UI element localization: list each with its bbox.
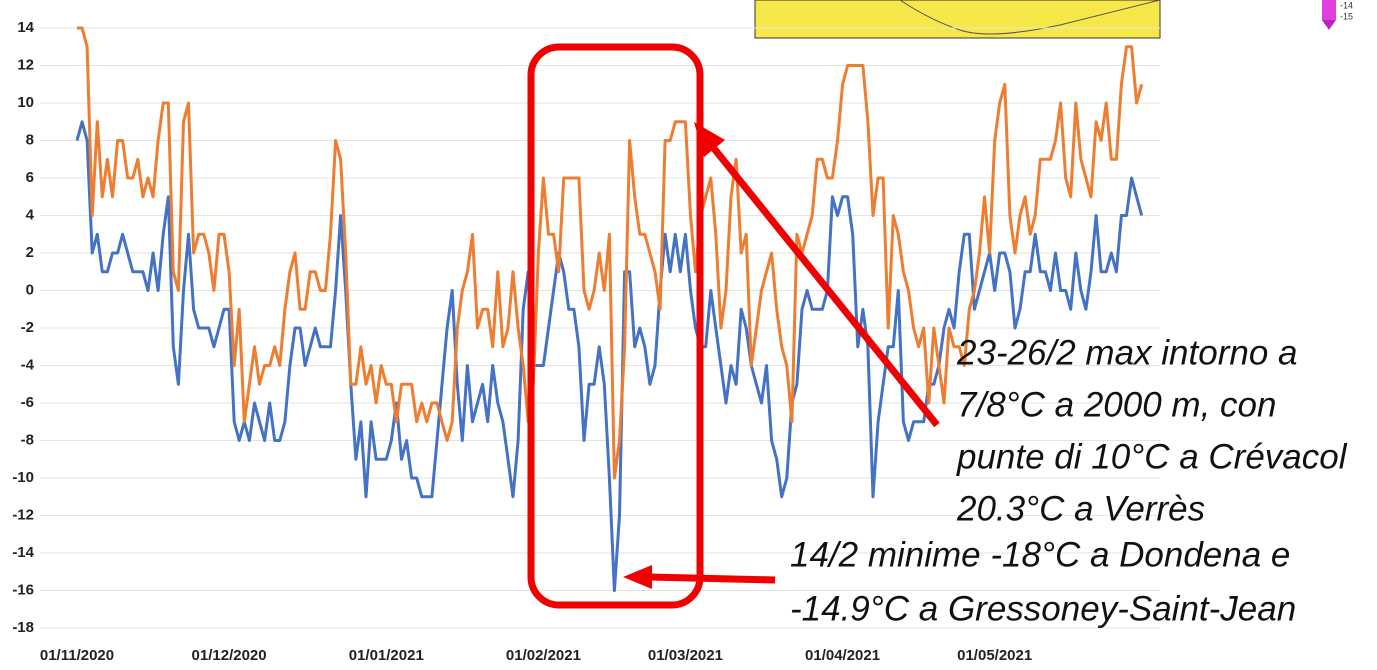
arrow-head xyxy=(694,122,725,157)
y-tick-label: 6 xyxy=(26,169,34,186)
annotation: 20.3°C a Verrès xyxy=(956,489,1205,528)
x-tick-label: 01/12/2020 xyxy=(192,647,267,664)
y-tick-label: 4 xyxy=(26,206,35,223)
map-inset xyxy=(754,0,1161,39)
y-tick-label: 12 xyxy=(17,56,34,73)
plot-area: -18 -16 -14 -12 -10 -8 -6 -4 -2 0 2 4 6 8 10 12 14 01/11/… xyxy=(12,19,1160,664)
annotation: 7/8°C a 2000 m, con xyxy=(957,385,1276,424)
y-tick-label: -10 xyxy=(12,469,34,486)
y-tick-label: -14 xyxy=(12,544,34,561)
x-tick-label: 01/02/2021 xyxy=(506,647,581,664)
series-line xyxy=(75,120,1144,592)
y-tick-label: 0 xyxy=(26,281,34,298)
map-contour xyxy=(899,0,1161,35)
series-line xyxy=(77,26,1144,480)
x-tick-label: 01/03/2021 xyxy=(648,647,723,664)
y-tick-label: -4 xyxy=(21,356,35,373)
y-tick-label: -2 xyxy=(21,319,34,336)
map-legend-swatch xyxy=(1322,0,1336,20)
annotation: 23-26/2 max intorno a xyxy=(956,333,1297,372)
arrow xyxy=(649,573,776,584)
y-tick-label: -18 xyxy=(12,619,34,636)
map-legend-tip xyxy=(1322,20,1336,30)
x-tick-label: 01/11/2020 xyxy=(40,647,114,664)
y-tick-label: 2 xyxy=(26,244,34,261)
y-tick-label: -6 xyxy=(21,394,34,411)
y-tick-label: 14 xyxy=(17,19,34,36)
annotation: 14/2 minime -18°C a Dondena e xyxy=(790,535,1290,574)
y-tick-label: -8 xyxy=(21,431,34,448)
annotation: -14.9°C a Gressoney-Saint-Jean xyxy=(790,589,1296,628)
y-tick-label: -12 xyxy=(12,506,34,523)
arrow-head xyxy=(623,565,652,589)
x-tick-label: 01/04/2021 xyxy=(805,647,880,664)
y-tick-label: -16 xyxy=(12,581,34,598)
y-tick-label: 8 xyxy=(26,131,34,148)
inset-label: -15 xyxy=(1340,11,1353,21)
x-tick-label: 01/05/2021 xyxy=(957,647,1032,664)
annotation: punte di 10°C a Crévacol xyxy=(956,437,1348,476)
inset-label: -14 xyxy=(1340,0,1353,10)
y-tick-label: 10 xyxy=(17,94,34,111)
arrow xyxy=(709,143,940,428)
x-tick-label: 01/01/2021 xyxy=(349,647,424,664)
highlight-box xyxy=(527,43,704,609)
